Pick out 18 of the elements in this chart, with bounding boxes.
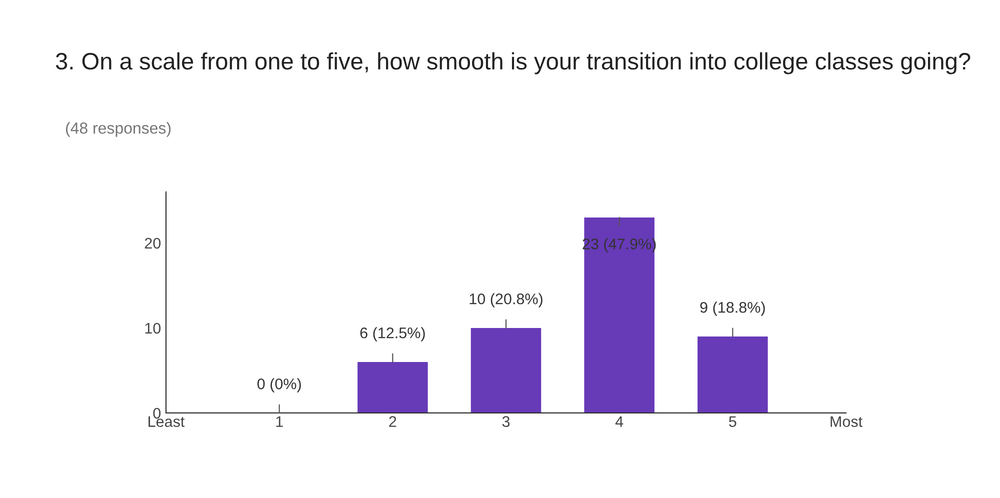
x-tick-label: 3 xyxy=(502,416,510,427)
x-tick-label: 2 xyxy=(389,416,396,427)
data-label: 9 (18.8%) xyxy=(700,302,765,316)
bar xyxy=(584,217,654,413)
y-tick-label: 20 xyxy=(144,238,161,249)
data-label: 0 (0%) xyxy=(257,378,301,392)
x-tick-label: 1 xyxy=(276,416,283,427)
bar xyxy=(358,362,428,413)
x-tick-label: 5 xyxy=(729,416,736,427)
bar xyxy=(470,328,542,413)
data-label: 10 (20.8%) xyxy=(470,293,542,308)
data-label: 6 (12.5%) xyxy=(360,327,425,342)
x-tick-label: Most xyxy=(830,416,862,427)
bar xyxy=(698,336,768,413)
y-tick-label: 10 xyxy=(145,322,161,334)
chart-subtitle: (48 responses) xyxy=(66,122,171,137)
chart-title: 3. On a scale from one to five, how smooth is your transition into college classes going? xyxy=(56,52,970,74)
x-tick-label: 4 xyxy=(615,416,624,427)
